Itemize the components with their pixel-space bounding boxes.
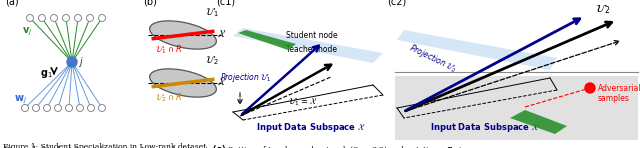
Text: Projection $\mathcal{U}_2$: Projection $\mathcal{U}_2$ bbox=[407, 42, 459, 76]
Circle shape bbox=[38, 15, 45, 21]
Text: $\mathcal{U}_2$: $\mathcal{U}_2$ bbox=[595, 2, 611, 16]
Text: Input Data Subspace $\mathcal{X}$: Input Data Subspace $\mathcal{X}$ bbox=[430, 121, 540, 134]
Text: $\mathbf{v}_j$: $\mathbf{v}_j$ bbox=[22, 26, 33, 38]
Circle shape bbox=[44, 104, 51, 111]
Circle shape bbox=[26, 15, 33, 21]
Polygon shape bbox=[238, 30, 296, 50]
Text: Figure 1: Student Specialization in Low-rank dataset. $\mathbf{(a)}$ Setting of : Figure 1: Student Specialization in Low-… bbox=[3, 143, 467, 148]
Ellipse shape bbox=[150, 69, 216, 97]
Text: $\mathcal{U}_1$: $\mathcal{U}_1$ bbox=[205, 6, 219, 19]
Text: Figure 1: Student Specialization in Low-rank dataset.: Figure 1: Student Specialization in Low-… bbox=[3, 143, 211, 148]
Circle shape bbox=[99, 104, 106, 111]
Text: $\mathcal{X}$: $\mathcal{X}$ bbox=[217, 29, 226, 39]
Text: Adversarial
samples: Adversarial samples bbox=[598, 84, 640, 103]
Circle shape bbox=[67, 57, 77, 67]
Ellipse shape bbox=[150, 21, 216, 49]
Text: $\mathbf{w}_j$: $\mathbf{w}_j$ bbox=[14, 94, 27, 106]
Circle shape bbox=[77, 104, 83, 111]
Text: $\mathbf{g}_1$: $\mathbf{g}_1$ bbox=[40, 68, 52, 80]
Circle shape bbox=[63, 15, 70, 21]
Polygon shape bbox=[510, 110, 567, 134]
Circle shape bbox=[65, 104, 72, 111]
Polygon shape bbox=[233, 28, 383, 63]
Text: Teacher node: Teacher node bbox=[286, 45, 337, 54]
Circle shape bbox=[22, 104, 29, 111]
Circle shape bbox=[585, 83, 595, 93]
Circle shape bbox=[51, 15, 58, 21]
Circle shape bbox=[86, 15, 93, 21]
Text: $\mathcal{U}_2$: $\mathcal{U}_2$ bbox=[205, 54, 219, 67]
Text: $\mathcal{U}_1 = \mathcal{X}$: $\mathcal{U}_1 = \mathcal{X}$ bbox=[288, 97, 317, 108]
Circle shape bbox=[99, 15, 106, 21]
Circle shape bbox=[74, 15, 81, 21]
Polygon shape bbox=[397, 30, 557, 70]
Text: Projection $\mathcal{U}_1$: Projection $\mathcal{U}_1$ bbox=[220, 71, 271, 84]
Text: Student node: Student node bbox=[286, 32, 338, 41]
Text: (a): (a) bbox=[5, 0, 19, 7]
Text: (c2): (c2) bbox=[387, 0, 406, 7]
Circle shape bbox=[88, 104, 95, 111]
Text: $\mathcal{U}_1\cap R$: $\mathcal{U}_1\cap R$ bbox=[155, 43, 182, 56]
Text: $\mathcal{X}$: $\mathcal{X}$ bbox=[217, 77, 226, 87]
Circle shape bbox=[33, 104, 40, 111]
Circle shape bbox=[54, 104, 61, 111]
Text: $\mathcal{U}_2\cap R$: $\mathcal{U}_2\cap R$ bbox=[155, 91, 182, 103]
Text: Input Data Subspace $\mathcal{X}$: Input Data Subspace $\mathcal{X}$ bbox=[256, 121, 365, 134]
Text: (b): (b) bbox=[143, 0, 157, 7]
Text: (c1): (c1) bbox=[216, 0, 235, 7]
Polygon shape bbox=[395, 76, 638, 140]
Text: j: j bbox=[79, 57, 82, 67]
